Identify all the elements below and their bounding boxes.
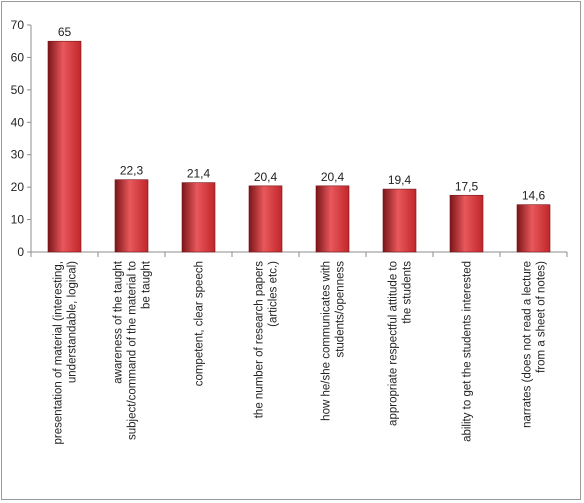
category-label-line: be taught: [141, 260, 153, 309]
bar: [47, 40, 82, 253]
category-label-line: how he/she communicates with: [321, 261, 333, 421]
data-label: 22,3: [120, 164, 144, 178]
category-label-line: the students: [402, 261, 414, 324]
category-label: narrates (does not read a lecture from a …: [522, 261, 548, 428]
category-label: presentation of material (interesting, un…: [53, 261, 79, 445]
category-label-line: students/openness: [335, 261, 347, 358]
bar: [449, 194, 484, 253]
y-tick-label: 10: [11, 213, 25, 227]
category-label: appropriate respectful attitude to the st…: [388, 261, 414, 426]
category-label: ability to get the students interested: [462, 261, 474, 442]
category-label-line: presentation of material (interesting,: [53, 261, 65, 444]
category-label: the number of research papers (articles e…: [254, 261, 280, 419]
data-label: 17,5: [455, 179, 479, 193]
category-label: how he/she communicates with students/ope…: [321, 261, 347, 421]
category-label-line: (articles etc.): [268, 261, 280, 327]
y-tick-label: 0: [17, 245, 24, 259]
category-label-line: from a sheet of notes): [536, 261, 548, 373]
category-label-line: appropriate respectful attitude to: [388, 261, 400, 426]
data-label: 65: [58, 25, 72, 39]
y-tick-label: 30: [11, 148, 25, 162]
category-label-line: narrates (does not read a lecture: [522, 261, 534, 428]
category-label-line: competent, clear speech: [194, 261, 206, 386]
category-label-line: ability to get the students interested: [462, 261, 474, 442]
data-label: 20,4: [254, 170, 278, 184]
bar: [114, 179, 149, 253]
bar: [181, 182, 216, 253]
category-label-line: understandable, logical): [67, 261, 79, 383]
y-tick-label: 70: [11, 18, 25, 32]
y-tick-label: 40: [11, 115, 25, 129]
bar: [516, 204, 551, 253]
category-label: awareness of the taught subject/command o…: [113, 260, 153, 440]
data-label: 14,6: [522, 189, 546, 203]
bar: [248, 185, 283, 253]
bar: [315, 185, 350, 253]
y-tick-label: 50: [11, 83, 25, 97]
y-tick-label: 60: [11, 50, 25, 64]
category-label-line: the number of research papers: [254, 261, 266, 419]
data-label: 21,4: [187, 167, 211, 181]
category-label-line: awareness of the taught: [113, 260, 125, 384]
data-label: 19,4: [388, 173, 412, 187]
category-label-line: subject/command of the material to: [127, 261, 139, 440]
category-label: competent, clear speech: [194, 261, 206, 386]
bar: [382, 188, 417, 253]
data-label: 20,4: [321, 170, 345, 184]
y-tick-label: 20: [11, 180, 25, 194]
